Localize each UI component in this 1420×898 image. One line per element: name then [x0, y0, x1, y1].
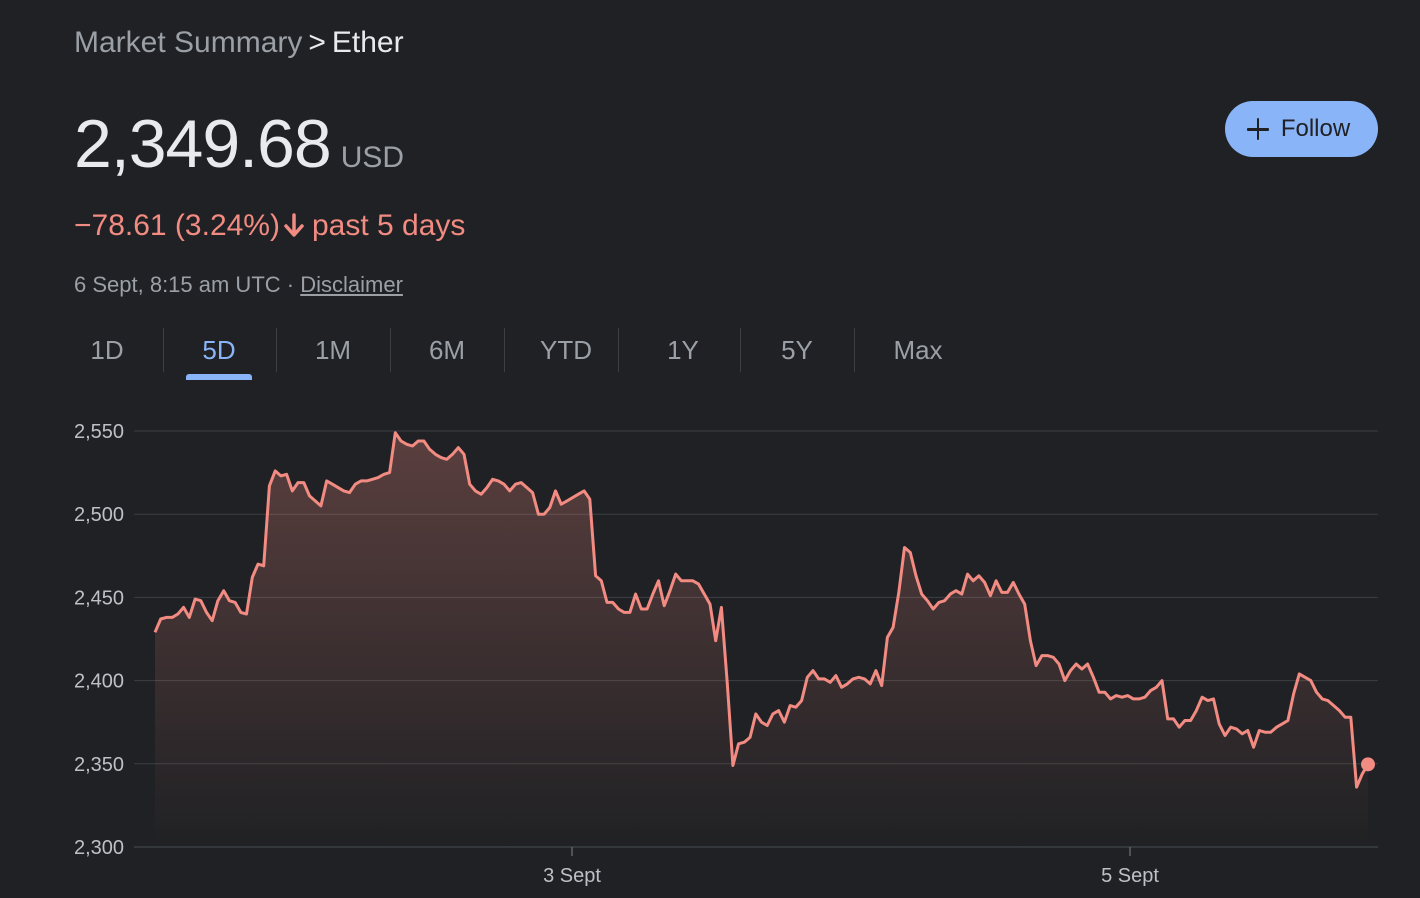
tab-label: YTD [540, 335, 592, 365]
plus-icon [1246, 118, 1269, 140]
tab-divider [163, 328, 164, 372]
follow-button[interactable]: Follow [1225, 101, 1378, 157]
price-change-period: past 5 days [311, 209, 466, 242]
tab-5d[interactable]: 5D [186, 326, 252, 380]
tab-divider [504, 328, 505, 372]
price-change-value: −78.61 (3.24%) [74, 209, 280, 242]
arrow-down-icon [284, 213, 304, 237]
tab-1m[interactable]: 1M [300, 326, 366, 374]
tab-6m[interactable]: 6M [414, 326, 480, 374]
current-price: 2,349.68 [74, 106, 332, 182]
tab-max[interactable]: Max [878, 326, 958, 374]
y-tick-label: 2,350 [74, 754, 124, 776]
breadcrumb: Market Summary > Ether [74, 24, 404, 62]
last-price-dot [1361, 757, 1375, 772]
price-change: −78.61 (3.24%) past 5 days [74, 206, 465, 246]
tab-label: 5Y [781, 335, 813, 365]
tab-label: Max [893, 335, 943, 365]
timestamp: 6 Sept, 8:15 am UTC [74, 272, 281, 297]
disclaimer-link[interactable]: Disclaimer [300, 272, 403, 297]
tab-1d[interactable]: 1D [74, 326, 140, 374]
tab-5y[interactable]: 5Y [764, 326, 830, 374]
x-tick-label: 5 Sept [1101, 865, 1159, 887]
price-line [153, 431, 1370, 789]
dot-separator: · [286, 272, 295, 297]
range-tabs: 1D 5D 1M 6M YTD 1Y 5Y Max [74, 326, 974, 382]
tab-label: 1Y [667, 335, 699, 365]
tab-label: 1D [90, 335, 124, 365]
price-row: 2,349.68 USD [74, 104, 404, 184]
tab-label: 6M [428, 335, 466, 365]
y-tick-label: 2,300 [74, 837, 124, 859]
price-area [155, 432, 1368, 847]
tab-label: 1M [314, 335, 352, 365]
y-tick-label: 2,400 [74, 671, 124, 693]
breadcrumb-market-summary[interactable]: Market Summary [74, 26, 303, 59]
tab-divider [854, 328, 855, 372]
tab-divider [276, 328, 277, 372]
tab-divider [740, 328, 741, 372]
active-tab-indicator [186, 374, 252, 380]
breadcrumb-current: Ether [331, 26, 404, 59]
tab-divider [618, 328, 619, 372]
follow-button-label: Follow [1280, 115, 1351, 142]
y-tick-label: 2,550 [74, 421, 124, 443]
timestamp-row: 6 Sept, 8:15 am UTC · Disclaimer [74, 270, 403, 300]
x-tick-label: 3 Sept [543, 865, 601, 887]
y-tick-label: 2,500 [74, 504, 124, 526]
tab-ytd[interactable]: YTD [528, 326, 604, 374]
tab-label: 5D [202, 335, 236, 365]
breadcrumb-separator: > [308, 26, 326, 59]
currency-label: USD [340, 141, 405, 174]
y-tick-label: 2,450 [74, 587, 124, 609]
tab-divider [390, 328, 391, 372]
tab-1y[interactable]: 1Y [650, 326, 716, 374]
